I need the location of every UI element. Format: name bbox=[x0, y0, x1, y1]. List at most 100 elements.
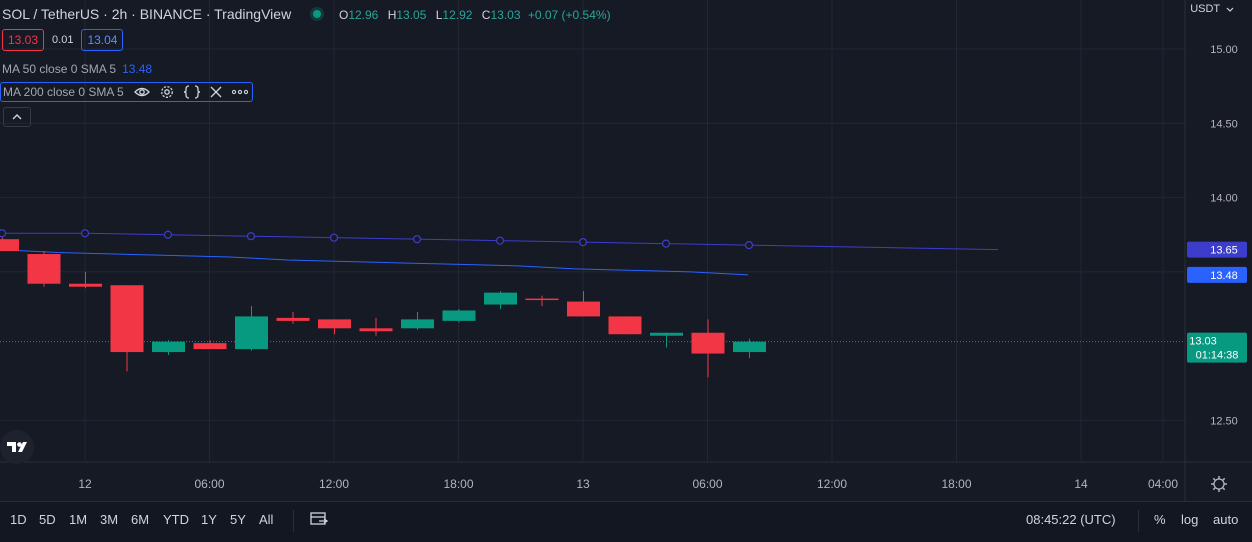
ma50-label: MA 50 close 0 SMA 5 bbox=[2, 62, 117, 76]
ma50-legend[interactable]: MA 50 close 0 SMA 5 13.48 bbox=[2, 62, 152, 76]
candle-body bbox=[401, 319, 434, 329]
candle[interactable] bbox=[152, 340, 185, 356]
candle[interactable] bbox=[691, 319, 725, 378]
tradingview-logo[interactable] bbox=[0, 430, 34, 464]
candle-body bbox=[235, 316, 268, 350]
candle[interactable] bbox=[567, 291, 600, 317]
x-tick-label: 12:00 bbox=[319, 477, 349, 491]
candle[interactable] bbox=[484, 291, 517, 309]
x-tick-label: 06:00 bbox=[692, 477, 722, 491]
candle[interactable] bbox=[733, 338, 766, 359]
range-all-button[interactable]: All bbox=[259, 512, 274, 527]
currency-selector[interactable]: USDT bbox=[1190, 3, 1234, 15]
candle[interactable] bbox=[401, 311, 434, 330]
candle[interactable] bbox=[318, 319, 351, 335]
candle-body bbox=[318, 319, 351, 329]
close-label: C bbox=[481, 8, 491, 22]
ma200-price-label-bg bbox=[1187, 241, 1247, 258]
ma200-marker bbox=[163, 230, 173, 239]
candle-body bbox=[733, 341, 766, 353]
range-6m-button[interactable]: 6M bbox=[131, 512, 150, 527]
eye-icon[interactable] bbox=[133, 86, 150, 98]
range-5y-button[interactable]: 5Y bbox=[230, 512, 246, 527]
chart-settings-icon[interactable] bbox=[1211, 476, 1227, 492]
market-status-dot bbox=[313, 10, 322, 19]
toolbar-divider bbox=[1138, 510, 1139, 532]
high-label: H bbox=[387, 8, 397, 22]
candle[interactable] bbox=[359, 317, 393, 336]
candle-body bbox=[608, 316, 642, 335]
candle-body bbox=[442, 310, 476, 321]
open-value: 12.96 bbox=[348, 8, 379, 22]
candle-body bbox=[193, 343, 227, 350]
ma200-marker bbox=[495, 236, 505, 245]
range-1d-button[interactable]: 1D bbox=[10, 512, 27, 527]
close-value: 13.03 bbox=[490, 8, 521, 22]
source-code-icon[interactable] bbox=[183, 85, 200, 99]
trade-buttons: 13.03 0.01 13.04 bbox=[2, 29, 124, 51]
y-tick-label: 14.50 bbox=[1210, 118, 1238, 130]
candle-body bbox=[691, 332, 725, 354]
candle[interactable] bbox=[235, 306, 268, 351]
ma50-value: 13.48 bbox=[122, 62, 153, 76]
range-1m-button[interactable]: 1M bbox=[69, 512, 88, 527]
candle[interactable] bbox=[0, 237, 19, 252]
log-toggle[interactable]: log bbox=[1181, 512, 1199, 527]
candle-body bbox=[110, 285, 144, 353]
ma50-line bbox=[0, 249, 749, 276]
sell-button[interactable]: 13.03 bbox=[2, 29, 45, 51]
candle-body bbox=[650, 332, 683, 336]
x-tick-label: 06:00 bbox=[194, 477, 224, 491]
range-3m-button[interactable]: 3M bbox=[100, 512, 119, 527]
change-value: +0.07 (+0.54%) bbox=[527, 8, 611, 22]
date-range-icon[interactable] bbox=[310, 511, 329, 532]
candle[interactable] bbox=[608, 316, 642, 335]
bar-countdown-label: 01:14:38 bbox=[1196, 350, 1239, 362]
clock-time[interactable]: 08:45:22 (UTC) bbox=[1026, 512, 1116, 527]
y-tick-label: 14.00 bbox=[1210, 193, 1238, 205]
low-label: L bbox=[435, 8, 443, 22]
ma200-marker bbox=[578, 238, 588, 247]
ma200-price-label: 13.65 bbox=[1210, 245, 1238, 257]
collapse-legend-button[interactable] bbox=[3, 107, 31, 127]
candle[interactable] bbox=[27, 251, 61, 287]
y-tick-label: 15.00 bbox=[1210, 44, 1238, 56]
candle[interactable] bbox=[650, 332, 683, 348]
high-value: 13.05 bbox=[396, 8, 427, 22]
chevron-down-icon bbox=[1226, 7, 1234, 12]
y-tick-label: 12.50 bbox=[1210, 415, 1238, 427]
range-5d-button[interactable]: 5D bbox=[39, 512, 56, 527]
x-tick-label: 18:00 bbox=[941, 477, 971, 491]
candle-body bbox=[69, 283, 102, 287]
chevron-up-icon bbox=[12, 114, 22, 120]
gear-icon[interactable] bbox=[160, 85, 174, 99]
x-tick-label: 12 bbox=[78, 477, 92, 491]
candle-body bbox=[27, 254, 61, 284]
percent-toggle[interactable]: % bbox=[1154, 512, 1166, 527]
more-icon[interactable] bbox=[231, 89, 248, 95]
candle[interactable] bbox=[110, 285, 144, 372]
symbol-title[interactable]: SOL / TetherUS · 2h · BINANCE · TradingV… bbox=[2, 6, 292, 22]
candle[interactable] bbox=[442, 308, 476, 323]
last-price-label-bg bbox=[1187, 332, 1247, 363]
range-1y-button[interactable]: 1Y bbox=[201, 512, 217, 527]
x-tick-label: 12:00 bbox=[817, 477, 847, 491]
close-icon[interactable] bbox=[210, 86, 222, 98]
candle[interactable] bbox=[69, 271, 102, 289]
range-ytd-button[interactable]: YTD bbox=[163, 512, 189, 527]
buy-button[interactable]: 13.04 bbox=[81, 29, 124, 51]
auto-toggle[interactable]: auto bbox=[1213, 512, 1239, 527]
ma200-marker bbox=[661, 239, 671, 248]
candle[interactable] bbox=[525, 295, 559, 307]
ma200-legend[interactable]: MA 200 close 0 SMA 5 bbox=[0, 82, 253, 102]
ma200-marker bbox=[744, 241, 754, 250]
ma200-label: MA 200 close 0 SMA 5 bbox=[3, 85, 124, 99]
ma50-price-label: 13.48 bbox=[1210, 270, 1238, 282]
candle-body bbox=[152, 341, 185, 353]
x-tick-label: 14 bbox=[1074, 477, 1088, 491]
x-tick-label: 13 bbox=[576, 477, 590, 491]
candle[interactable] bbox=[193, 340, 227, 350]
x-tick-label: 04:00 bbox=[1148, 477, 1178, 491]
candle[interactable] bbox=[276, 311, 310, 324]
